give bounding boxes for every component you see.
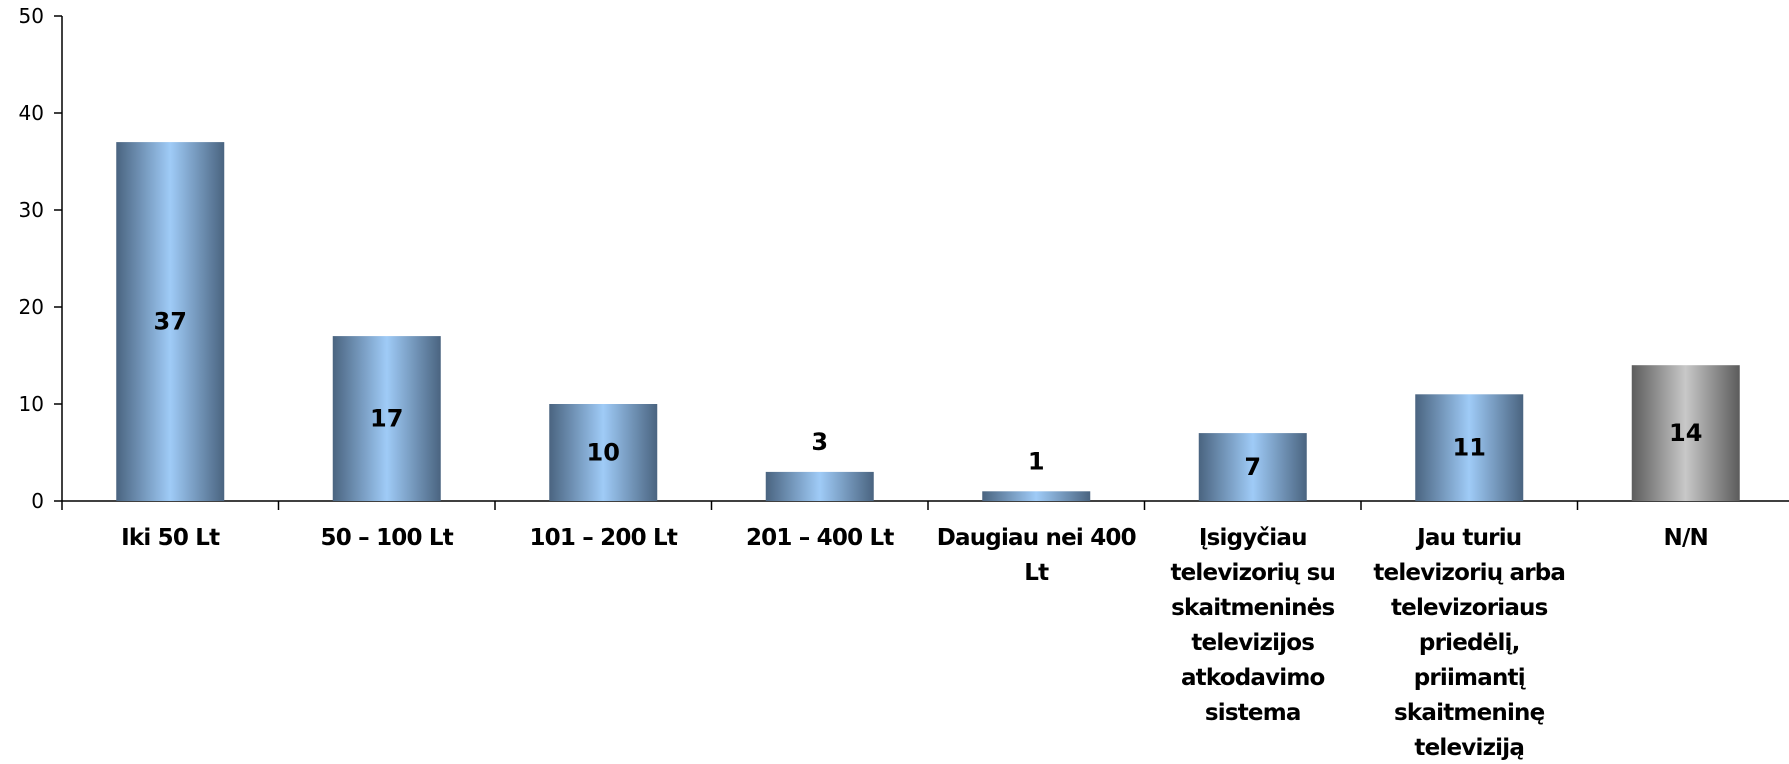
bar-value-label: 11 [1453, 434, 1486, 462]
y-tick-label: 0 [31, 489, 44, 513]
bar-value-label: 37 [154, 308, 187, 336]
bar-value-label: 7 [1244, 453, 1261, 481]
x-category-label-line: skaitmeninės [1171, 595, 1334, 621]
bar-value-label: 1 [1028, 447, 1045, 475]
bar-value-label: 3 [811, 428, 828, 456]
bar [116, 142, 225, 501]
bar [765, 471, 874, 501]
x-category-label-line: televizijos [1191, 630, 1314, 656]
bar [982, 491, 1091, 501]
x-category-label: Daugiau nei 400 Lt [937, 525, 1136, 586]
bar-value-label: 14 [1669, 419, 1702, 447]
x-category-label: Iki 50 Lt [121, 525, 220, 551]
bar-value-label: 10 [587, 439, 620, 467]
bar [332, 336, 441, 501]
x-category-label-line: televizoriaus [1391, 595, 1548, 621]
x-category-label-line: Įsigyčiau [1199, 525, 1307, 551]
y-tick-label: 30 [19, 198, 44, 222]
y-tick-label: 10 [19, 392, 44, 416]
bar [1198, 433, 1307, 501]
x-category-label-line: Iki 50 Lt [121, 525, 220, 551]
x-category-label-line: televizorių su [1170, 560, 1335, 586]
x-category-label-line: Daugiau nei 400 [937, 525, 1136, 551]
x-category-label-line: televizorių arba [1373, 560, 1565, 586]
x-axis [61, 500, 1789, 510]
x-category-label-line: Jau turiu [1415, 525, 1521, 551]
x-category-label-line: 201 – 400 Lt [746, 525, 894, 551]
y-tick-label: 40 [19, 101, 44, 125]
x-category-label-line: televiziją [1414, 735, 1524, 761]
x-category-label-line: priimantį [1414, 665, 1526, 691]
category-labels: Iki 50 Lt 50 – 100 Lt 101 – 200 Lt 201 – 40… [121, 525, 1709, 761]
x-category-label-line: sistema [1205, 700, 1301, 726]
x-category-label-line: atkodavimo [1181, 665, 1325, 691]
bar [1631, 365, 1740, 501]
y-axis: 0 10 20 30 40 50 [19, 4, 63, 513]
x-category-label-line: 50 – 100 Lt [321, 525, 454, 551]
x-category-label: Įsigyčiau televizorių su skaitmeninės telev… [1170, 525, 1335, 726]
x-category-label: N/N [1664, 525, 1709, 551]
bar [549, 404, 658, 501]
x-category-label: Jau turiu televizorių arba televizoriaus pr… [1373, 525, 1565, 761]
bars [116, 142, 1740, 501]
x-category-label-line: 101 – 200 Lt [529, 525, 677, 551]
x-category-label-line: skaitmeninę [1394, 700, 1545, 726]
x-category-label-line: Lt [1024, 560, 1049, 586]
bar-value-label: 17 [370, 405, 403, 433]
x-category-label: 201 – 400 Lt [746, 525, 894, 551]
bar [1415, 394, 1524, 501]
x-category-label: 101 – 200 Lt [529, 525, 677, 551]
y-tick-label: 20 [19, 295, 44, 319]
x-category-label-line: priedėlį, [1419, 630, 1520, 656]
y-tick-label: 50 [19, 4, 44, 28]
x-category-label: 50 – 100 Lt [321, 525, 454, 551]
x-category-label-line: N/N [1664, 525, 1709, 551]
